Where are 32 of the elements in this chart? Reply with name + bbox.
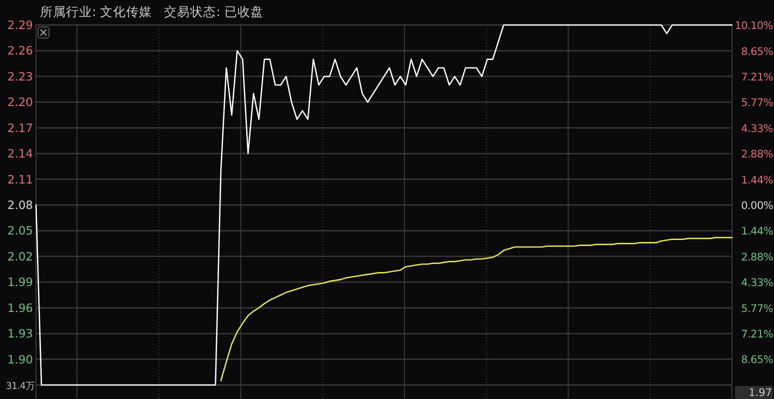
chart-title: 所属行业: 文化传媒 bbox=[40, 4, 152, 19]
y-tick-label: 2.02 bbox=[7, 249, 33, 264]
y-tick-label: 2.20 bbox=[7, 95, 33, 110]
y2-tick-label: 7.21% bbox=[741, 72, 774, 84]
y2-tick-label: 2.88% bbox=[741, 251, 774, 264]
y2-tick-label: 10.10% bbox=[734, 20, 774, 32]
y2-tick-label: 0.00% bbox=[741, 200, 774, 212]
y-tick-label: 2.26 bbox=[7, 44, 33, 58]
y2-tick-label: 7.21% bbox=[741, 328, 774, 340]
y-tick-label: 2.23 bbox=[7, 69, 33, 84]
annotation: 1.97 bbox=[735, 386, 773, 399]
annotation: 31.4万 bbox=[6, 381, 35, 392]
y-tick-label: 2.05 bbox=[7, 224, 33, 238]
y2-tick-label: 5.77% bbox=[741, 97, 774, 110]
y2-tick-label: 8.65% bbox=[741, 354, 774, 366]
y-tick-label: 2.11 bbox=[7, 172, 33, 186]
y2-tick-label: 4.33% bbox=[741, 277, 774, 290]
y2-tick-label: 8.65% bbox=[741, 46, 774, 58]
y-tick-label: 2.08 bbox=[7, 198, 33, 212]
y2-tick-label: 4.33% bbox=[741, 122, 774, 135]
y2-tick-label: 1.44% bbox=[741, 226, 774, 238]
y-tick-label: 1.90 bbox=[7, 352, 33, 366]
chart-subtitle: 交易状态: 已收盘 bbox=[164, 4, 264, 19]
y-tick-label: 2.17 bbox=[7, 120, 33, 135]
y-tick-label: 2.29 bbox=[7, 18, 33, 32]
y-tick-label: 1.99 bbox=[7, 275, 33, 290]
y-tick-label: 2.14 bbox=[7, 146, 33, 161]
y2-tick-label: 1.44% bbox=[741, 174, 774, 186]
y-tick-label: 1.93 bbox=[7, 326, 33, 341]
y2-tick-label: 2.88% bbox=[741, 148, 774, 161]
y2-tick-label: 5.77% bbox=[741, 302, 774, 315]
y-tick-label: 1.96 bbox=[7, 300, 33, 315]
